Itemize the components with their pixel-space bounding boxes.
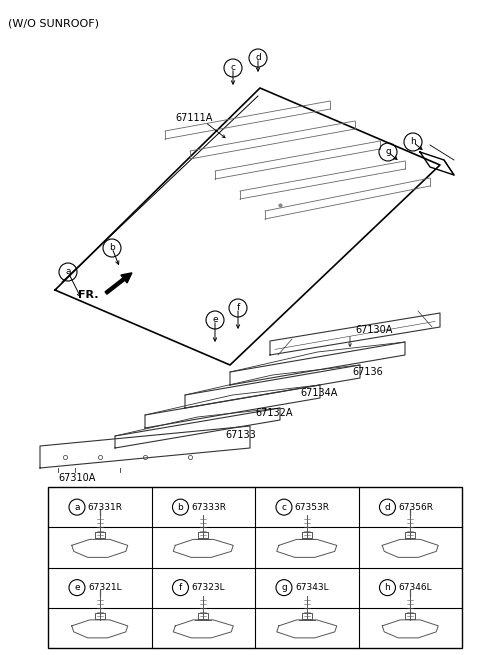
Text: FR.: FR.	[78, 290, 98, 300]
Text: 67346L: 67346L	[398, 583, 432, 592]
Text: e: e	[74, 583, 80, 592]
Text: 67132A: 67132A	[255, 408, 292, 418]
Text: b: b	[109, 244, 115, 252]
Text: h: h	[410, 138, 416, 147]
Text: 67111A: 67111A	[175, 113, 212, 123]
Text: 67353R: 67353R	[294, 502, 329, 512]
Text: 67333R: 67333R	[191, 502, 226, 512]
Text: a: a	[74, 502, 80, 512]
Text: 67133: 67133	[225, 430, 256, 440]
Text: c: c	[230, 64, 236, 73]
Text: (W/O SUNROOF): (W/O SUNROOF)	[8, 18, 99, 28]
Text: a: a	[65, 267, 71, 276]
Text: 67136: 67136	[352, 367, 383, 377]
Text: f: f	[179, 583, 182, 592]
FancyArrow shape	[105, 273, 132, 294]
Text: g: g	[385, 147, 391, 157]
Text: d: d	[384, 502, 390, 512]
Text: 67343L: 67343L	[295, 583, 329, 592]
Text: 67321L: 67321L	[88, 583, 122, 592]
Text: 67130A: 67130A	[355, 325, 392, 335]
Text: 67310A: 67310A	[58, 473, 96, 483]
Text: b: b	[178, 502, 183, 512]
Text: g: g	[281, 583, 287, 592]
Text: 67331R: 67331R	[87, 502, 122, 512]
Text: h: h	[384, 583, 390, 592]
Text: c: c	[281, 502, 287, 512]
Text: f: f	[236, 303, 240, 312]
Text: 67356R: 67356R	[398, 502, 433, 512]
Text: e: e	[212, 316, 218, 324]
Bar	[48, 487, 462, 648]
Text: d: d	[255, 54, 261, 62]
Text: 67134A: 67134A	[300, 388, 337, 398]
Text: 67323L: 67323L	[192, 583, 225, 592]
